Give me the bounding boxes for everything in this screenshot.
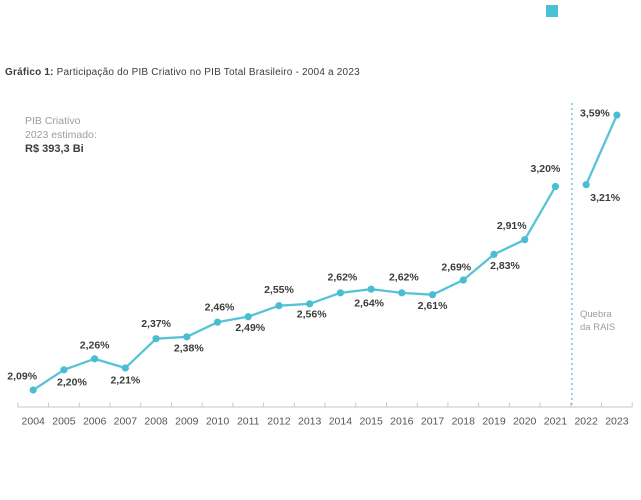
data-label-2012: 2,55% — [264, 284, 294, 296]
x-tick-label-2013: 2013 — [298, 416, 322, 428]
data-point-2020 — [521, 236, 529, 244]
data-point-2015 — [367, 285, 375, 293]
chart-title-prefix: Gráfico 1: — [5, 67, 54, 78]
data-label-2008: 2,37% — [141, 318, 171, 330]
x-tick-label-2017: 2017 — [421, 416, 445, 428]
data-point-2006 — [91, 355, 99, 363]
rais-break-note: Quebra da RAIS — [580, 308, 615, 334]
data-label-2020: 2,91% — [497, 220, 527, 232]
rais-break-note-line-1: Quebra — [580, 309, 612, 320]
data-label-2010: 2,46% — [205, 302, 235, 314]
data-point-2017 — [428, 291, 437, 299]
chart-title: Gráfico 1: Participação do PIB Criativo … — [5, 67, 360, 78]
series-line-main — [32, 185, 557, 391]
data-label-2014: 2,62% — [328, 271, 358, 283]
pib-criativo-annotation: PIB Criativo 2023 estimado: R$ 393,3 Bi — [25, 114, 97, 156]
data-label-2015: 2,64% — [354, 298, 384, 310]
data-point-2013 — [306, 300, 314, 308]
data-label-2004: 2,09% — [7, 371, 37, 383]
data-point-2016 — [398, 289, 406, 297]
x-tick-label-2006: 2006 — [83, 416, 107, 428]
data-point-2010 — [213, 318, 222, 326]
x-tick-label-2012: 2012 — [267, 416, 291, 428]
data-point-2004 — [29, 386, 37, 394]
data-point-2022 — [582, 181, 590, 189]
data-point-2023 — [613, 111, 621, 119]
x-tick-label-2023: 2023 — [605, 416, 629, 428]
rais-break-note-line-2: da RAIS — [580, 322, 616, 333]
data-label-2017: 2,61% — [418, 300, 448, 312]
x-tick-label-2010: 2010 — [206, 416, 230, 428]
x-tick-label-2020: 2020 — [513, 416, 537, 428]
data-label-2013: 2,56% — [297, 308, 327, 320]
x-tick-label-2007: 2007 — [114, 416, 138, 428]
data-label-2011: 2,49% — [235, 322, 265, 334]
x-tick-label-2008: 2008 — [144, 416, 168, 428]
data-point-2012 — [275, 302, 283, 310]
data-label-2006: 2,26% — [80, 339, 110, 351]
x-tick-label-2016: 2016 — [390, 416, 414, 428]
data-label-2009: 2,38% — [174, 342, 204, 354]
data-point-2021 — [551, 182, 560, 191]
data-point-2007 — [121, 364, 129, 372]
data-point-2014 — [336, 289, 344, 297]
annotation-line-2: 2023 estimado: — [25, 129, 97, 141]
x-tick-label-2022: 2022 — [574, 416, 598, 428]
data-label-2018: 2,69% — [441, 262, 471, 274]
chart-title-text: Participação do PIB Criativo no PIB Tota… — [53, 67, 360, 78]
x-tick-label-2014: 2014 — [329, 416, 353, 428]
x-tick-label-2021: 2021 — [544, 416, 568, 428]
data-label-2019: 2,83% — [490, 260, 520, 272]
x-tick-label-2015: 2015 — [359, 416, 383, 428]
x-tick-label-2019: 2019 — [482, 416, 506, 428]
x-tick-label-2009: 2009 — [175, 416, 199, 428]
data-label-2016: 2,62% — [389, 271, 419, 283]
data-point-2019 — [490, 250, 498, 258]
data-label-2021: 3,20% — [531, 163, 561, 175]
annotation-line-1: PIB Criativo — [25, 115, 81, 127]
data-label-2005: 2,20% — [57, 376, 87, 388]
data-label-2022: 3,21% — [590, 192, 620, 204]
annotation-estimated-value: R$ 393,3 Bi — [25, 143, 84, 155]
brand-accent-square — [546, 5, 558, 17]
data-point-2005 — [60, 366, 68, 374]
series-line-post-break — [585, 114, 618, 186]
x-tick-label-2004: 2004 — [22, 416, 46, 428]
x-tick-label-2005: 2005 — [52, 416, 76, 428]
data-point-2008 — [152, 335, 160, 343]
data-point-2009 — [183, 333, 191, 341]
data-point-2011 — [244, 313, 252, 321]
x-tick-label-2018: 2018 — [452, 416, 476, 428]
data-label-2023: 3,59% — [580, 108, 610, 120]
x-tick-label-2011: 2011 — [237, 416, 260, 428]
data-label-2007: 2,21% — [110, 375, 140, 387]
data-point-2018 — [459, 276, 467, 284]
